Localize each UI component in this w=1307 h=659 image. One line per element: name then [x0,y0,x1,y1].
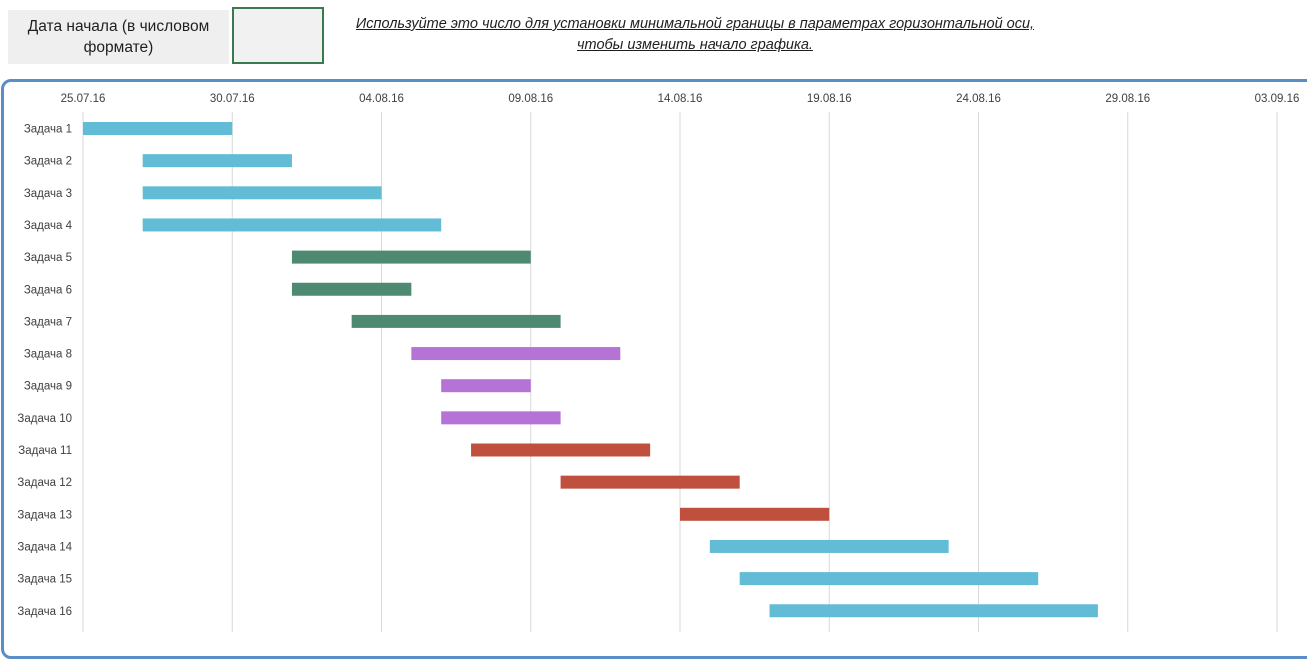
task-label: Задача 10 [17,413,72,425]
task-bar [441,379,531,393]
start-date-input[interactable] [232,7,324,64]
task-label: Задача 9 [24,381,72,393]
x-tick-label: 03.09.16 [1255,93,1300,105]
x-tick-label: 19.08.16 [807,93,852,105]
task-bar [769,604,1098,618]
task-label: Задача 12 [17,477,72,489]
gantt-chart: 25.07.16 30.07.16 04.08.16 09.08.16 14.08.16… [17,93,1300,632]
x-tick-label: 30.07.16 [210,93,255,105]
x-tick-label: 04.08.16 [359,93,404,105]
task-bar [471,443,651,457]
task-bar [142,186,382,200]
x-tick-label: 29.08.16 [1105,93,1150,105]
task-label: Задача 5 [24,252,72,264]
task-bar [291,282,412,296]
task-label: Задача 3 [24,188,72,200]
task-bar [560,475,740,489]
task-label: Задача 2 [24,156,72,168]
task-bar [709,539,949,553]
task-label: Задача 16 [17,606,72,618]
x-tick-label: 14.08.16 [658,93,703,105]
x-tick-label: 09.08.16 [508,93,553,105]
task-bar [411,347,621,361]
task-label: Задача 13 [17,509,72,521]
start-date-label: Дата начала (в числовом формате) [8,10,229,64]
start-date-label-text: Дата начала (в числовом формате) [27,18,210,56]
task-label: Задача 7 [24,316,72,328]
task-label: Задача 15 [17,574,72,586]
task-label: Задача 11 [18,445,72,457]
task-bar [142,154,292,168]
task-label: Задача 8 [24,349,72,361]
x-tick-label: 24.08.16 [956,93,1001,105]
task-bar [441,411,561,425]
task-bar [291,250,531,264]
task-bar [739,572,1039,586]
task-bar [142,218,442,232]
x-tick-label: 25.07.16 [61,93,106,105]
task-label: Задача 1 [24,124,72,136]
task-label: Задача 4 [24,220,73,232]
task-label: Задача 6 [24,284,72,296]
task-bar [83,122,233,135]
task-bar [351,314,561,328]
instruction-note: Используйте это число для установки мини… [355,16,1035,53]
task-bar [680,507,830,521]
task-label: Задача 14 [17,541,72,553]
